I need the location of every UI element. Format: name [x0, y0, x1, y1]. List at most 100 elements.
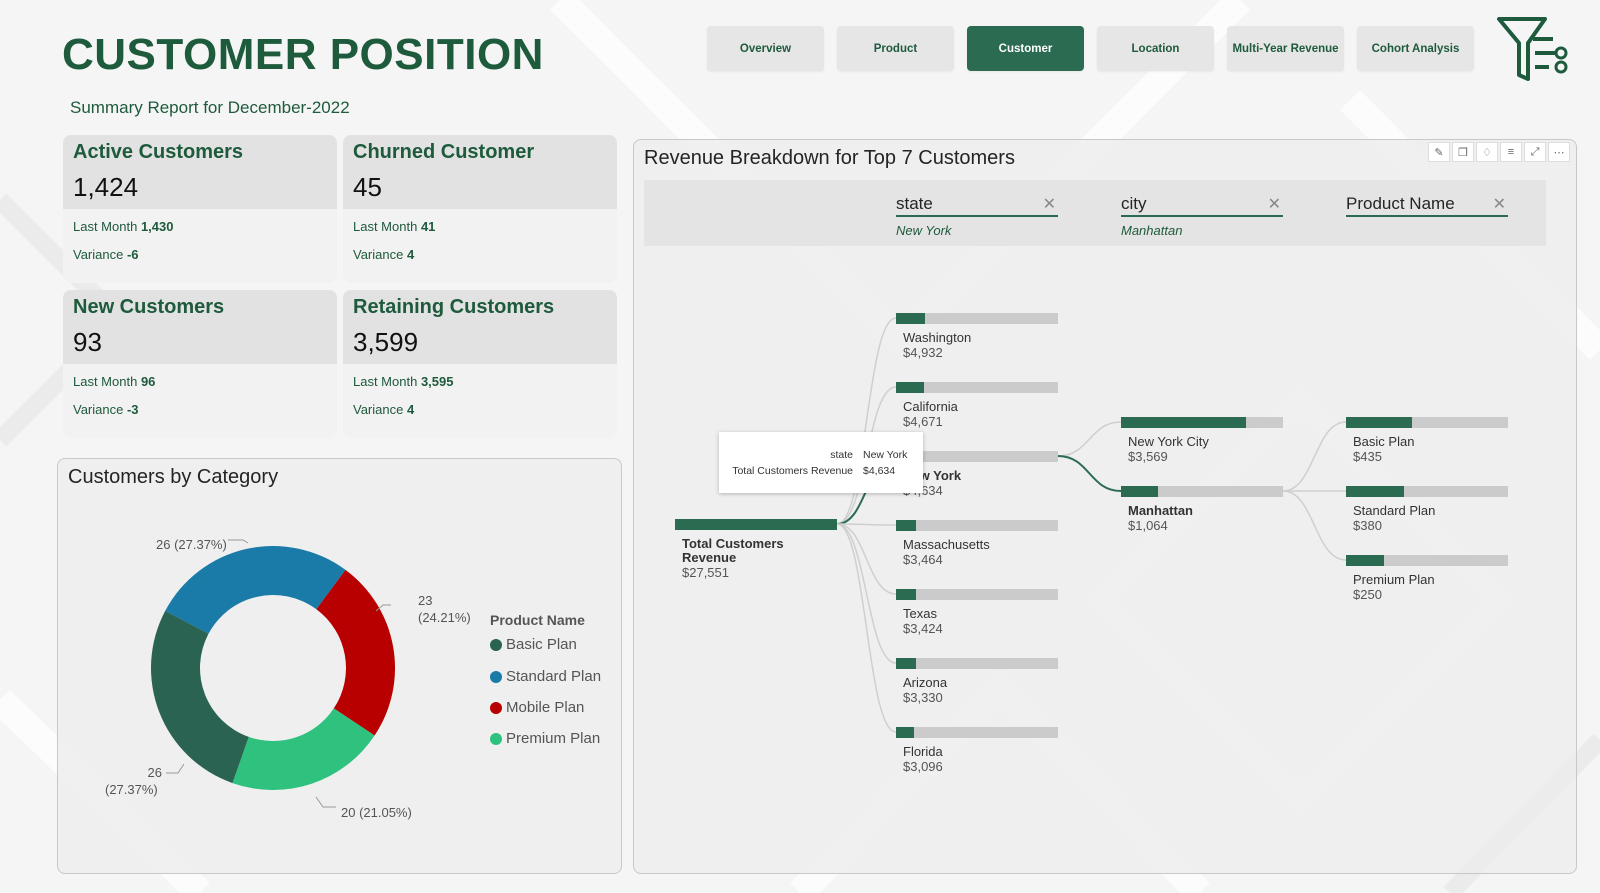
tree-node-product-standard-plan[interactable]: Standard Plan $380 [1346, 486, 1508, 533]
node-bar [896, 658, 1058, 669]
legend-item-premium[interactable]: Premium Plan [490, 730, 600, 747]
node-bar-fill [1346, 555, 1385, 566]
node-bar [896, 589, 1058, 600]
node-bar-fill [896, 313, 925, 324]
node-value: $380 [1353, 518, 1382, 533]
tree-column-state[interactable]: state ✕ New York [896, 194, 1058, 238]
panel-title: Revenue Breakdown for Top 7 Customers [644, 147, 1015, 169]
node-value: $4,932 [903, 345, 943, 360]
node-bar [896, 520, 1058, 531]
node-label: New York City [1128, 434, 1209, 449]
node-bar-fill [896, 520, 917, 531]
nav-button-location[interactable]: Location [1097, 26, 1214, 71]
variance-value: 4 [406, 247, 415, 262]
node-bar [1121, 417, 1283, 428]
legend-dot-icon [490, 732, 502, 745]
donut-label-premium: 20 (21.05%) [341, 805, 412, 820]
kpi-card-active-customers: Active Customers 1,424 Last Month 1,430 … [63, 135, 337, 283]
node-bar [1346, 555, 1508, 566]
kpi-title: New Customers [73, 296, 225, 318]
tree-node-city-manhattan[interactable]: Manhattan $1,064 [1121, 486, 1283, 533]
column-selection: Manhattan [1121, 223, 1183, 238]
donut-slice-premium-plan[interactable] [232, 708, 375, 790]
copy-icon[interactable]: ❐ [1452, 142, 1474, 162]
donut-slice-mobile-plan[interactable] [316, 569, 395, 736]
node-label: Massachusetts [903, 537, 990, 552]
kpi-card-new-customers: New Customers 93 Last Month 96 Variance … [63, 290, 337, 438]
last-month-value: 1,430 [140, 219, 174, 234]
kpi-value: 45 [353, 172, 382, 202]
column-name: Product Name [1346, 194, 1455, 213]
node-label: Standard Plan [1353, 503, 1436, 518]
node-label: Texas [903, 606, 937, 621]
node-bar-fill [1121, 486, 1159, 497]
donut-slice-basic-plan[interactable] [150, 610, 249, 784]
filter-icon[interactable]: ≡ [1500, 142, 1522, 162]
tree-root-node[interactable]: Total Customers Revenue $27,551 [675, 519, 837, 580]
nav-button-product[interactable]: Product [837, 26, 954, 71]
legend-dot-icon [490, 638, 502, 651]
legend-item-mobile[interactable]: Mobile Plan [490, 699, 584, 716]
tree-connector [836, 317, 897, 525]
donut-label-mobile-pct: (24.21%) [418, 610, 471, 625]
node-bar-fill [896, 727, 915, 738]
node-value: $435 [1353, 449, 1382, 464]
remove-level-icon[interactable]: ✕ [1492, 196, 1506, 213]
legend-item-standard[interactable]: Standard Plan [490, 668, 601, 685]
node-value: $4,671 [903, 414, 943, 429]
node-bar-fill [1346, 486, 1404, 497]
tree-node-state-florida[interactable]: Florida $3,096 [896, 727, 1058, 774]
kpi-title: Active Customers [73, 141, 244, 163]
node-bar [675, 519, 837, 530]
pin-icon[interactable]: ✎ [1428, 142, 1450, 162]
donut-slice-standard-plan[interactable] [165, 546, 346, 634]
donut-label-mobile-count: 23 [418, 593, 433, 608]
nav-button-multi-year-revenue[interactable]: Multi-Year Revenue [1227, 26, 1344, 71]
nav-button-cohort-analysis[interactable]: Cohort Analysis [1357, 26, 1474, 71]
node-value: $3,464 [903, 552, 943, 567]
last-month-label: Last Month [353, 219, 418, 234]
visual-toolbar: ✎ ❐ ♢ ≡ ⤢ ⋯ [1428, 142, 1570, 162]
legend-dot-icon [490, 670, 502, 683]
more-options-icon[interactable]: ⋯ [1548, 142, 1570, 162]
node-value: $3,330 [903, 690, 943, 705]
remove-level-icon[interactable]: ✕ [1267, 196, 1281, 213]
kpi-card-churned-customer: Churned Customer 45 Last Month 41 Varian… [343, 135, 617, 283]
donut-chart [150, 539, 395, 808]
focus-mode-icon[interactable]: ⤢ [1524, 142, 1546, 162]
kpi-value: 1,424 [73, 172, 139, 202]
variance-value: -6 [126, 247, 139, 262]
legend-label: Standard Plan [506, 668, 602, 685]
leader-line [375, 604, 391, 612]
tree-node-state-texas[interactable]: Texas $3,424 [896, 589, 1058, 636]
customers-by-category-panel: Customers by Category 26 (27.37%) 23 (24… [57, 458, 622, 874]
nav-button-customer[interactable]: Customer [967, 26, 1084, 71]
bell-icon[interactable]: ♢ [1476, 142, 1498, 162]
tree-node-state-california[interactable]: California $4,671 [896, 382, 1058, 429]
node-value: $3,569 [1128, 449, 1168, 464]
node-value: $250 [1353, 587, 1382, 602]
tree-node-product-basic-plan[interactable]: Basic Plan $435 [1346, 417, 1508, 464]
kpi-value: 3,599 [353, 327, 419, 357]
tree-node-product-premium-plan[interactable]: Premium Plan $250 [1346, 555, 1508, 602]
filter-funnel-icon[interactable] [1495, 15, 1575, 85]
tree-column-city[interactable]: city ✕ Manhattan [1121, 194, 1283, 238]
variance-value: -3 [126, 402, 139, 417]
tree-node-state-arizona[interactable]: Arizona $3,330 [896, 658, 1058, 705]
node-bar [896, 382, 1058, 393]
tree-connector [836, 523, 897, 664]
tree-connector [836, 523, 897, 733]
remove-level-icon[interactable]: ✕ [1042, 196, 1056, 213]
nav-button-overview[interactable]: Overview [707, 26, 824, 71]
variance-label: Variance [73, 402, 124, 417]
last-month-value: 96 [140, 374, 156, 389]
tree-column-product-name[interactable]: Product Name ✕ [1346, 194, 1508, 223]
page-title: CUSTOMER POSITION [62, 30, 544, 79]
legend-item-basic[interactable]: Basic Plan [490, 636, 577, 653]
tree-node-city-new-york-city[interactable]: New York City $3,569 [1121, 417, 1283, 464]
donut-label-standard: 26 (27.37%) [156, 537, 227, 552]
node-value: $27,551 [682, 565, 729, 580]
tree-node-state-massachusetts[interactable]: Massachusetts $3,464 [896, 520, 1058, 567]
node-label: California [903, 399, 958, 414]
tree-node-state-washington[interactable]: Washington $4,932 [896, 313, 1058, 360]
